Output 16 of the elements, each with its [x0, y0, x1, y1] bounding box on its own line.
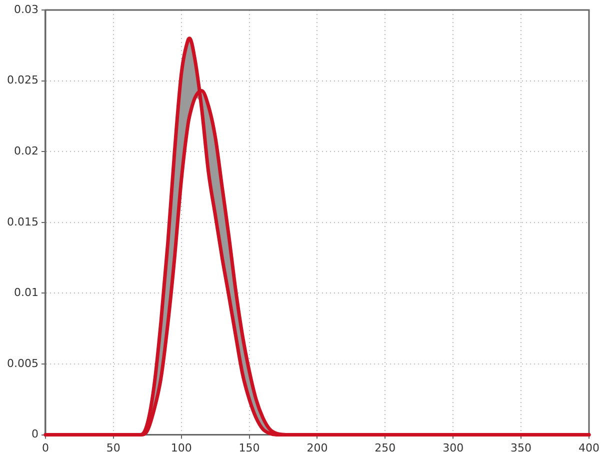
x-tick-label: 100	[170, 441, 192, 454]
x-tick-label: 50	[106, 441, 120, 454]
x-tick-label: 400	[578, 441, 600, 454]
y-tick-label: 0.015	[6, 215, 38, 228]
y-tick-label: 0.03	[14, 2, 38, 16]
x-tick-label: 350	[510, 441, 532, 454]
x-tick-label: 250	[374, 441, 396, 454]
x-tick-label: 300	[442, 441, 464, 454]
y-tick-label: 0.005	[6, 356, 38, 370]
x-tick-label: 150	[238, 441, 260, 454]
x-tick-label: 0	[42, 441, 49, 454]
x-tick-label: 200	[306, 441, 328, 454]
y-tick-label: 0	[31, 428, 38, 441]
y-tick-label: 0.01	[14, 286, 38, 300]
y-tick-label: 0.025	[6, 74, 38, 87]
y-tick-label: 0.02	[14, 144, 38, 158]
